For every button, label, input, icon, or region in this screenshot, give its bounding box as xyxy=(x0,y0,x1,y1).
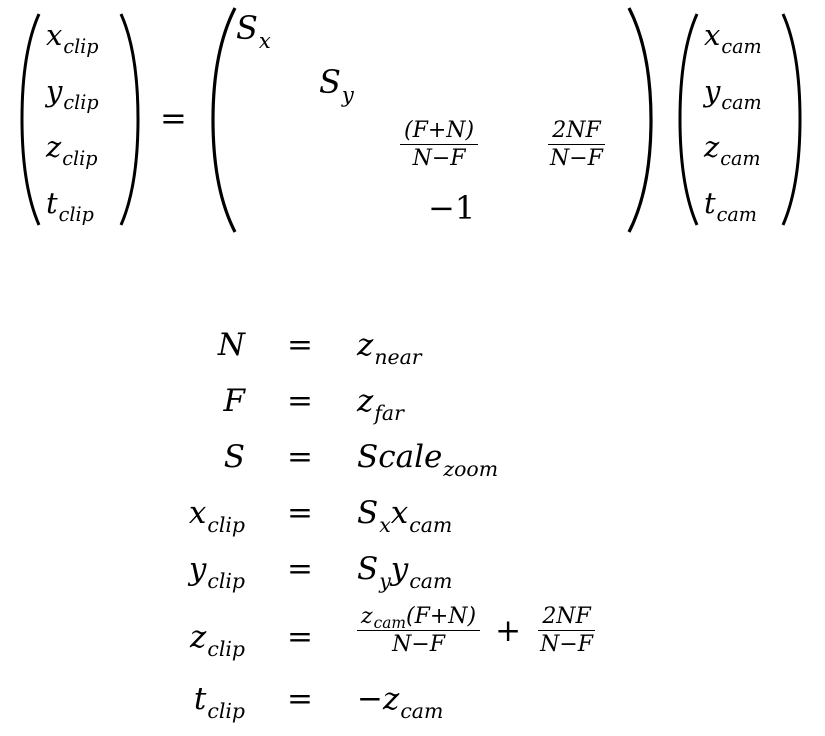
def-f-op: = xyxy=(287,383,313,419)
def-yclip-op: = xyxy=(287,551,313,587)
left-paren-rhs xyxy=(678,13,699,226)
def-tclip-op: = xyxy=(287,681,313,717)
matrix-m33: (F+N) N−F xyxy=(400,120,479,170)
def-zclip-op: = xyxy=(287,619,313,655)
def-n-lhs: N xyxy=(217,327,245,363)
equals-sign: = xyxy=(160,99,187,137)
def-s-rhs: Scalezoom xyxy=(357,439,499,481)
right-paren-lhs xyxy=(119,13,140,226)
def-f-lhs: F xyxy=(223,383,245,419)
def-xclip-rhs: Sxxcam xyxy=(357,495,453,537)
def-tclip-rhs: −zcam xyxy=(357,681,444,723)
def-yclip-lhs: yclip xyxy=(188,551,245,593)
right-paren-matrix xyxy=(627,7,653,233)
left-paren-matrix xyxy=(211,7,237,233)
def-tclip-lhs: tclip xyxy=(193,681,245,723)
def-xclip-op: = xyxy=(287,495,313,531)
matrix-m43: −1 xyxy=(428,189,476,227)
def-xclip-lhs: xclip xyxy=(188,495,245,537)
right-paren-rhs xyxy=(781,13,802,226)
def-s-op: = xyxy=(287,439,313,475)
def-f-rhs: zfar xyxy=(357,383,404,425)
def-n-op: = xyxy=(287,327,313,363)
zclip-frac2: 2NF N−F xyxy=(538,604,595,657)
def-s-lhs: S xyxy=(223,439,245,475)
def-n-rhs: znear xyxy=(357,327,422,369)
left-paren-lhs xyxy=(20,13,41,226)
matrix-m34: 2NF N−F xyxy=(548,118,605,171)
zclip-frac1: zcam(F+N) N−F xyxy=(357,606,481,656)
matrix-m22: Sy xyxy=(319,63,354,107)
def-zclip-lhs: zclip xyxy=(190,619,245,661)
def-zclip-rhs: zcam(F+N) N−F + 2NF N−F xyxy=(357,606,597,656)
def-yclip-rhs: Syycam xyxy=(357,551,453,593)
matrix-m11: Sx xyxy=(236,9,271,53)
